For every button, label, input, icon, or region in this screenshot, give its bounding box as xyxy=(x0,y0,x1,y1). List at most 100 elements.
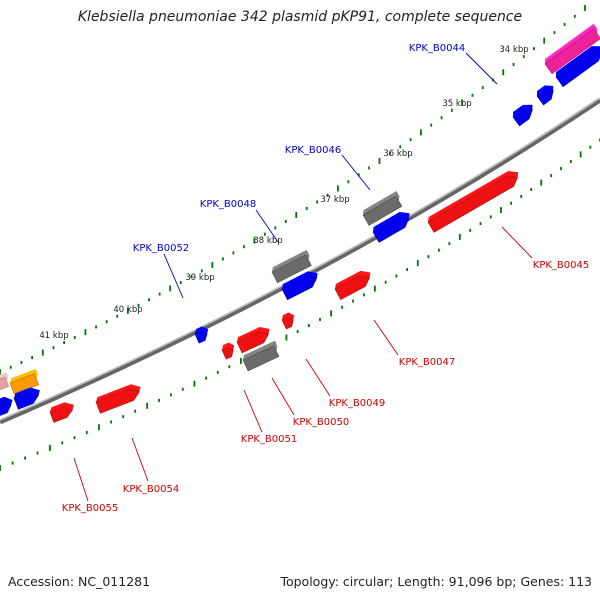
inner-tick xyxy=(193,380,196,387)
gene-KPK_B0054 xyxy=(95,384,141,414)
gene-label-kpk_b0052[interactable]: KPK_B0052 xyxy=(133,243,189,254)
inner-tick xyxy=(181,387,184,391)
outer-tick xyxy=(481,86,484,90)
gene-label-kpk_b0048[interactable]: KPK_B0048 xyxy=(200,199,256,210)
gene-KPK_B0044 xyxy=(536,85,554,106)
inner-tick xyxy=(146,402,149,409)
accession-label: Accession: NC_011281 xyxy=(8,574,151,589)
outer-tick xyxy=(105,320,108,324)
outer-tick xyxy=(126,307,129,314)
gene-KPK_B0058-pink xyxy=(0,372,10,392)
outer-tick xyxy=(533,47,535,51)
gene-label-leader xyxy=(373,319,399,356)
gene-label-kpk_b0050[interactable]: KPK_B0050 xyxy=(293,417,349,428)
gene-KPK_B0058 xyxy=(0,396,13,417)
gene-label-leader xyxy=(501,226,533,259)
inner-tick xyxy=(363,293,365,297)
outer-tick xyxy=(543,37,546,44)
inner-tick xyxy=(416,260,419,267)
inner-tick xyxy=(500,207,502,214)
outer-tick xyxy=(95,325,97,329)
inner-tick xyxy=(458,233,461,240)
outer-tick xyxy=(553,31,556,35)
inner-tick xyxy=(239,357,242,364)
inner-tick xyxy=(569,159,572,163)
gene-label-leader xyxy=(305,358,331,397)
outer-tick xyxy=(502,69,505,76)
gene-KPK_B0046 xyxy=(372,212,410,243)
inner-tick xyxy=(341,305,344,309)
inner-tick xyxy=(307,324,310,328)
outer-tick xyxy=(179,281,182,285)
gene-KPK_B0057 xyxy=(13,387,40,410)
outer-tick xyxy=(430,123,433,127)
outer-tick xyxy=(326,193,329,197)
outer-tick xyxy=(368,166,371,170)
inner-tick xyxy=(479,222,482,226)
kbp-mark: 35 kbp xyxy=(442,99,471,109)
outer-tick xyxy=(471,93,474,97)
gene-label-kpk_b0054[interactable]: KPK_B0054 xyxy=(123,484,179,495)
kbp-mark: 34 kbp xyxy=(499,45,528,55)
inner-tick xyxy=(0,465,1,471)
gene-label-kpk_b0049[interactable]: KPK_B0049 xyxy=(329,398,385,409)
gene-label-kpk_b0044[interactable]: KPK_B0044 xyxy=(409,43,465,54)
gene-label-leader xyxy=(163,253,184,299)
inner-tick xyxy=(510,201,513,205)
kbp-mark: 39 kbp xyxy=(185,273,214,283)
gene-KPK_B0043b xyxy=(555,46,600,88)
outer-tick xyxy=(584,5,586,11)
inner-tick xyxy=(448,242,451,246)
outer-tick xyxy=(232,251,235,255)
inner-tick xyxy=(73,436,76,440)
inner-tick xyxy=(296,330,299,334)
gene-label-kpk_b0051[interactable]: KPK_B0051 xyxy=(241,434,297,445)
outer-tick xyxy=(522,55,525,59)
inner-tick xyxy=(216,370,219,374)
outer-tick xyxy=(84,329,87,336)
gene-label-kpk_b0047[interactable]: KPK_B0047 xyxy=(399,357,455,368)
outer-tick xyxy=(31,356,33,360)
inner-tick xyxy=(24,456,26,460)
kbp-mark: 38 kbp xyxy=(253,236,282,246)
inner-tick xyxy=(61,441,64,445)
inner-tick xyxy=(489,215,492,219)
outer-tick xyxy=(148,298,150,302)
outer-tick xyxy=(158,292,161,296)
inner-tick xyxy=(520,194,523,198)
outer-tick xyxy=(0,369,1,375)
outer-tick xyxy=(52,346,55,350)
topology-summary: Topology: circular; Length: 91,096 bp; G… xyxy=(280,574,592,589)
gene-KPK_B0044b xyxy=(512,104,533,127)
outer-tick xyxy=(274,226,277,230)
gene-label-kpk_b0045[interactable]: KPK_B0045 xyxy=(533,260,589,271)
outer-tick xyxy=(399,145,402,149)
inner-tick xyxy=(170,393,172,397)
outer-tick xyxy=(253,237,256,244)
gene-label-kpk_b0046[interactable]: KPK_B0046 xyxy=(285,145,341,156)
outer-tick xyxy=(221,257,224,261)
gene-KPK_B0047 xyxy=(334,270,371,301)
inner-tick xyxy=(85,430,88,434)
inner-tick xyxy=(579,151,582,158)
gene-KPK_B0050-other xyxy=(242,340,280,372)
inner-tick xyxy=(110,420,113,424)
outer-tick xyxy=(137,303,140,307)
kbp-mark: 37 kbp xyxy=(320,195,349,205)
outer-tick xyxy=(295,212,298,218)
inner-tick xyxy=(373,285,376,292)
gene-label-leader xyxy=(73,457,89,502)
gene-label-kpk_b0055[interactable]: KPK_B0055 xyxy=(62,503,118,514)
kbp-mark: 40 kbp xyxy=(113,305,142,315)
gene-label-leader xyxy=(271,377,295,416)
inner-tick xyxy=(228,365,231,369)
outer-tick xyxy=(440,116,443,120)
gene-KPK_B0045 xyxy=(427,171,519,233)
outer-tick xyxy=(347,180,350,184)
outer-tick xyxy=(461,99,464,106)
inner-tick xyxy=(134,409,137,413)
gene-KPK_B0046-other xyxy=(362,191,403,226)
inner-tick xyxy=(158,398,160,402)
